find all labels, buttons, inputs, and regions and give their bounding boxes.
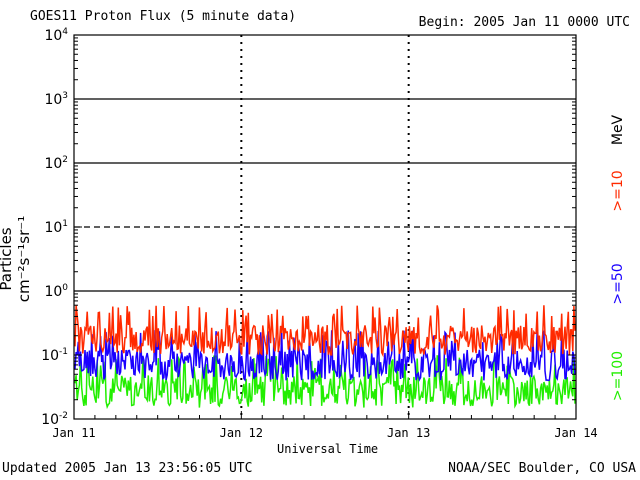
y-tick-label: 102 [44,155,68,172]
x-tick-label: Jan 14 [554,426,597,440]
begin-time: Begin: 2005 Jan 11 0000 UTC [418,15,630,30]
series-line->=100 [74,355,576,410]
y-tick-label: 103 [44,91,68,108]
chart-title: GOES11 Proton Flux (5 minute data) [30,9,297,24]
x-axis-label: Universal Time [277,442,379,456]
y-tick-label: 100 [44,283,68,300]
x-tick-label: Jan 11 [52,426,95,440]
series-line->=10 [74,305,576,358]
credit-text: NOAA/SEC Boulder, CO USA [448,461,636,476]
y-tick-label: 104 [44,27,68,44]
y-tick-label: 10-2 [41,411,68,428]
series-line->=50 [74,330,576,382]
updated-time: Updated 2005 Jan 13 23:56:05 UTC [2,461,253,476]
y-tick-label: 101 [44,219,68,236]
x-tick-label: Jan 12 [220,426,263,440]
x-tick-label: Jan 13 [387,426,430,440]
y-tick-label: 10-1 [41,347,68,364]
